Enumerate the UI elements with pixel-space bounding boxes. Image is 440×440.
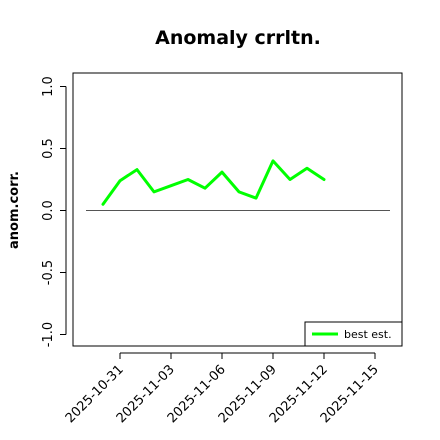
y-tick-label: 0.0 <box>41 200 56 221</box>
legend: best est. <box>304 321 403 347</box>
y-tick-label: -1.0 <box>41 322 56 347</box>
series-line-0 <box>101 159 326 206</box>
x-axis: 2025-10-312025-11-032025-11-062025-11-09… <box>63 352 382 426</box>
y-tick-label: 0.5 <box>41 138 56 159</box>
series-layer <box>101 159 326 206</box>
chart-title: Anomaly crrltn. <box>155 27 321 49</box>
plot-frame <box>72 72 403 347</box>
legend-label-best-est: best est. <box>344 328 392 341</box>
y-axis: -1.0 -0.5 0.0 0.5 1.0 <box>41 76 67 347</box>
y-tick-label: -0.5 <box>41 260 56 285</box>
y-axis-label: anom.corr. <box>7 171 22 249</box>
y-tick-label: 1.0 <box>41 76 56 97</box>
